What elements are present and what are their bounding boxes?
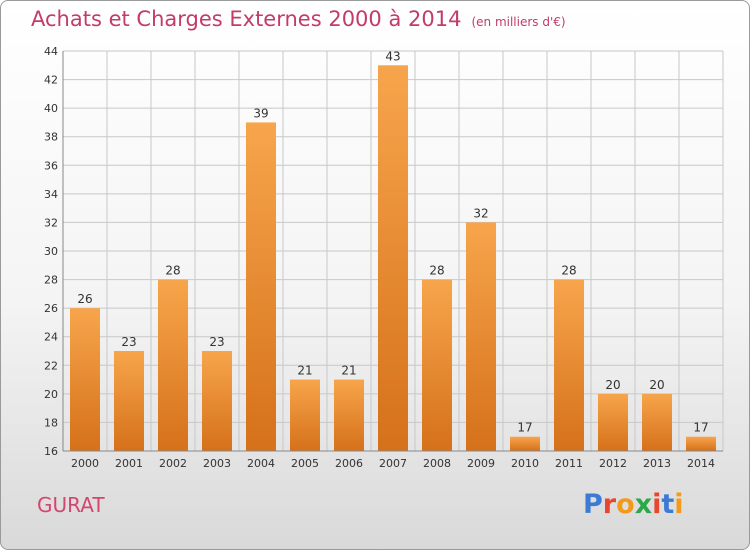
bar-value-label: 43 xyxy=(385,49,400,63)
logo-letter: i xyxy=(652,489,662,520)
bar-value-label: 28 xyxy=(561,264,576,278)
x-tick-label: 2010 xyxy=(511,457,539,470)
y-tick-label: 30 xyxy=(44,245,58,258)
x-tick-label: 2003 xyxy=(203,457,231,470)
y-tick-label: 42 xyxy=(44,74,58,87)
x-tick-label: 2014 xyxy=(687,457,715,470)
bar-value-label: 23 xyxy=(209,335,224,349)
x-tick-label: 2013 xyxy=(643,457,671,470)
x-tick-label: 2005 xyxy=(291,457,319,470)
chart-title: Achats et Charges Externes 2000 à 2014 (e… xyxy=(31,7,566,31)
logo-letter: r xyxy=(602,489,617,520)
proxiti-logo: Proxiti xyxy=(583,489,684,520)
logo-letter: P xyxy=(583,489,603,520)
y-tick-label: 36 xyxy=(44,159,58,172)
x-tick-label: 2008 xyxy=(423,457,451,470)
bar xyxy=(598,393,628,451)
y-tick-label: 22 xyxy=(44,359,58,372)
y-tick-label: 32 xyxy=(44,216,58,229)
y-tick-label: 40 xyxy=(44,102,58,115)
y-tick-label: 44 xyxy=(44,45,58,58)
y-tick-label: 38 xyxy=(44,131,58,144)
bar-value-label: 23 xyxy=(121,335,136,349)
y-tick-label: 34 xyxy=(44,188,58,201)
bar-value-label: 17 xyxy=(693,421,708,435)
logo-letter: t xyxy=(661,489,675,520)
commune-name: GURAT xyxy=(37,493,105,517)
bar-value-label: 20 xyxy=(649,378,664,392)
bar xyxy=(466,222,496,451)
bar xyxy=(422,279,452,451)
x-tick-label: 2007 xyxy=(379,457,407,470)
x-tick-label: 2001 xyxy=(115,457,143,470)
x-tick-label: 2006 xyxy=(335,457,363,470)
x-tick-label: 2009 xyxy=(467,457,495,470)
x-tick-label: 2002 xyxy=(159,457,187,470)
y-tick-label: 28 xyxy=(44,274,58,287)
bar xyxy=(114,351,144,451)
y-tick-label: 16 xyxy=(44,445,58,458)
bar xyxy=(642,393,672,451)
x-tick-label: 2000 xyxy=(71,457,99,470)
bar xyxy=(158,279,188,451)
chart-unit: (en milliers d'€) xyxy=(471,15,566,29)
bar-value-label: 39 xyxy=(253,106,268,120)
bar xyxy=(70,308,100,451)
x-tick-label: 2004 xyxy=(247,457,275,470)
bar-value-label: 17 xyxy=(517,421,532,435)
y-tick-label: 18 xyxy=(44,416,58,429)
bar xyxy=(246,122,276,451)
bar xyxy=(554,279,584,451)
bar xyxy=(686,436,716,451)
bar-value-label: 28 xyxy=(429,264,444,278)
bar xyxy=(334,379,364,451)
x-tick-label: 2012 xyxy=(599,457,627,470)
y-tick-label: 20 xyxy=(44,388,58,401)
bar-value-label: 21 xyxy=(341,364,356,378)
bar xyxy=(510,436,540,451)
y-tick-label: 26 xyxy=(44,302,58,315)
bar-value-label: 20 xyxy=(605,378,620,392)
chart-title-text: Achats et Charges Externes 2000 à 2014 xyxy=(31,7,462,31)
logo-letter: i xyxy=(674,489,684,520)
logo-letter: x xyxy=(634,489,653,520)
x-tick-label: 2011 xyxy=(555,457,583,470)
logo-letter: o xyxy=(616,489,635,520)
bar-value-label: 28 xyxy=(165,264,180,278)
bar xyxy=(378,65,408,452)
bar-value-label: 32 xyxy=(473,206,488,220)
y-tick-label: 24 xyxy=(44,331,58,344)
bar xyxy=(202,351,232,451)
bar xyxy=(290,379,320,451)
bar-value-label: 26 xyxy=(77,292,92,306)
bar-value-label: 21 xyxy=(297,364,312,378)
